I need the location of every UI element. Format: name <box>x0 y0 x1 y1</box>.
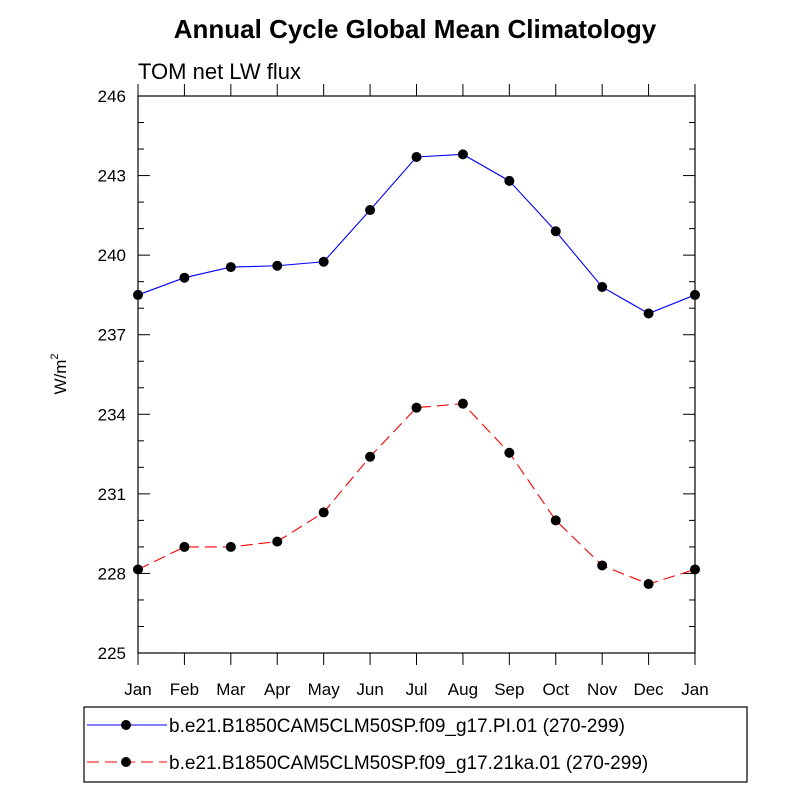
x-tick-label: Jan <box>681 680 708 699</box>
series-2-point <box>225 541 236 552</box>
y-tick-label: 240 <box>98 246 126 265</box>
x-tick-label: Jan <box>124 680 151 699</box>
series-1-point <box>597 281 608 292</box>
x-tick-label: Feb <box>170 680 199 699</box>
chart-title: Annual Cycle Global Mean Climatology <box>174 14 657 44</box>
chart-subtitle: TOM net LW flux <box>138 59 301 84</box>
x-tick-label: Mar <box>216 680 246 699</box>
series-1-point <box>365 205 376 216</box>
y-tick-label: 231 <box>98 485 126 504</box>
y-tick-label: 234 <box>98 405 126 424</box>
series-1-point <box>318 256 329 267</box>
series-2-point <box>504 447 515 458</box>
y-tick-label: 243 <box>98 167 126 186</box>
series-2-point <box>643 579 654 590</box>
y-tick-label: 246 <box>98 87 126 106</box>
y-axis-label-superscript: 2 <box>49 353 61 359</box>
legend: b.e21.B1850CAM5CLM50SP.f09_g17.PI.01 (27… <box>87 716 648 774</box>
series-1-point <box>690 289 700 300</box>
series-2-point <box>550 515 561 526</box>
axis-ticks: 225 228 231 234 237 240 243 246 Jan Feb Mar Apr May J… <box>98 84 709 699</box>
y-tick-label: 225 <box>98 644 126 663</box>
series-1-point <box>411 152 422 163</box>
series-1-point <box>179 272 190 283</box>
y-axis-label: W/m2 <box>49 353 70 394</box>
x-tick-label: Jul <box>406 680 428 699</box>
legend-marker-1 <box>121 720 131 730</box>
series-1-point <box>225 262 236 273</box>
x-tick-label: Dec <box>633 680 664 699</box>
legend-box <box>83 706 748 783</box>
series-1-point <box>457 149 468 160</box>
legend-label-2: b.e21.B1850CAM5CLM50SP.f09_g17.21ka.01 (… <box>169 753 648 774</box>
series-1-point <box>133 289 143 300</box>
x-tick-label: Oct <box>543 680 570 699</box>
series-1-point <box>504 175 515 186</box>
series-1-point <box>550 226 561 237</box>
x-tick-label: Aug <box>448 680 478 699</box>
series-2-point <box>133 564 143 575</box>
series-line-1 <box>137 153 696 315</box>
x-tick-label: Apr <box>264 680 291 699</box>
series-2-point <box>272 536 283 547</box>
y-tick-label: 228 <box>98 564 126 583</box>
series-2-point <box>318 507 329 518</box>
plot-frame <box>137 95 696 654</box>
series-1-point <box>643 308 654 319</box>
x-tick-label: Sep <box>494 680 524 699</box>
y-axis-label-unit: W/m <box>51 360 70 395</box>
series-2-point <box>365 451 376 462</box>
x-tick-label: May <box>308 680 341 699</box>
legend-label-1: b.e21.B1850CAM5CLM50SP.f09_g17.PI.01 (27… <box>169 716 625 737</box>
series-1-point <box>272 260 283 271</box>
series-2-point <box>690 564 700 575</box>
series-2-point <box>411 402 422 413</box>
legend-marker-2 <box>121 757 131 767</box>
y-tick-label: 237 <box>98 326 126 345</box>
x-tick-label: Nov <box>587 680 618 699</box>
series-2-point <box>457 398 468 409</box>
series-layer <box>133 149 700 590</box>
series-2-point <box>597 560 608 571</box>
x-tick-label: Jun <box>356 680 383 699</box>
series-2-point <box>179 541 190 552</box>
series-line-2 <box>137 403 696 585</box>
